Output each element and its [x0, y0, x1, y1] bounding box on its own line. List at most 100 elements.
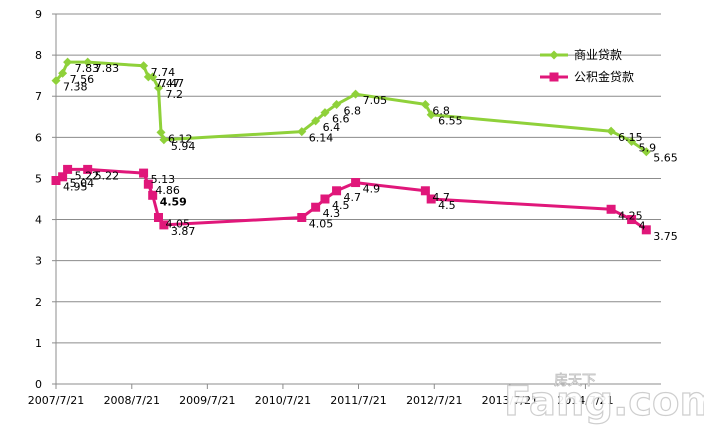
data-point-diamond: [351, 89, 361, 99]
data-point-square: [83, 164, 93, 174]
data-point-square: [426, 194, 436, 204]
data-point-square: [351, 178, 361, 188]
data-label: 4.7: [432, 191, 450, 204]
data-point-diamond: [311, 116, 321, 126]
data-point-diamond: [297, 127, 307, 137]
y-tick-label: 4: [35, 214, 42, 227]
data-label: 3.87: [171, 225, 196, 238]
x-tick-label: 2008/7/21: [104, 394, 160, 407]
data-label: 6.8: [432, 104, 450, 117]
data-point-diamond: [426, 110, 436, 120]
data-label: 4.5: [332, 199, 350, 212]
data-label: 3.75: [653, 230, 678, 243]
x-axis: 2007/7/21 2008/7/21 2009/7/21 2010/7/21 2011…: [28, 383, 661, 407]
data-label: 4.9: [363, 183, 381, 196]
data-point-square: [58, 172, 68, 182]
data-point-diamond: [159, 135, 169, 145]
y-tick-label: 1: [35, 337, 42, 350]
data-point-square: [153, 213, 163, 222]
x-tick-label: 2007/7/21: [28, 394, 84, 407]
data-point-square: [51, 176, 61, 185]
data-point-diamond: [83, 57, 93, 67]
data-label: 5.22: [75, 169, 100, 182]
data-point-diamond: [320, 108, 330, 118]
watermark-brand: Fang.com: [504, 379, 704, 425]
data-point-square: [143, 179, 153, 189]
data-point-diamond: [606, 126, 616, 136]
data-point-diamond: [332, 99, 342, 109]
data-point-square: [641, 225, 651, 235]
data-label: 7.2: [165, 88, 183, 101]
data-label: 6.4: [323, 121, 341, 134]
data-label: 4.7: [344, 191, 362, 204]
x-tick-label: 2009/7/21: [179, 394, 235, 407]
data-label: 6.12: [168, 132, 193, 145]
y-tick-label: 6: [35, 131, 42, 144]
data-point-diamond: [627, 136, 637, 146]
y-tick-label: 9: [35, 8, 42, 21]
data-label: 4.05: [165, 218, 190, 231]
data-point-square: [297, 213, 307, 222]
data-label: 4.59: [160, 195, 187, 208]
data-label: 6.14: [309, 132, 334, 145]
x-tick-label: 2011/7/21: [330, 394, 386, 407]
data-point-diamond: [51, 76, 61, 86]
data-point-diamond: [156, 127, 166, 137]
y-axis: 0 1 2 3 4 5 6 7 8 9: [35, 8, 57, 391]
data-label: 4.3: [323, 207, 341, 220]
data-point-diamond: [58, 68, 68, 78]
data-labels: 7.387.567.837.83 7.747.477.477.26.125.946…: [63, 62, 678, 243]
data-point-square: [320, 194, 330, 204]
data-label: 4.95: [63, 181, 88, 194]
data-point-square: [311, 202, 321, 212]
data-point-square: [139, 168, 149, 178]
data-point-diamond: [63, 57, 73, 67]
data-label: 4.5: [438, 199, 456, 212]
data-point-square: [606, 204, 616, 214]
x-tick-label: 2013/7/21: [482, 394, 538, 407]
data-point-square: [159, 220, 169, 230]
data-point-diamond: [153, 83, 163, 93]
data-label: 5.04: [70, 177, 95, 190]
legend-label: 商业贷款: [574, 47, 622, 62]
data-label: 5.13: [151, 173, 176, 186]
data-label: 7.83: [95, 62, 120, 75]
y-tick-label: 7: [35, 90, 42, 103]
data-label: 4.05: [309, 218, 334, 231]
data-point-diamond: [641, 147, 651, 157]
data-label: 5.22: [95, 169, 120, 182]
data-label: 7.56: [70, 73, 95, 86]
data-label: 7.83: [75, 62, 100, 75]
data-label: 6.55: [438, 115, 463, 128]
series-layer: [51, 57, 651, 235]
legend-marker-square: [549, 72, 559, 82]
data-label: 4: [639, 220, 646, 233]
data-label: 6.8: [344, 104, 362, 117]
data-label: 7.05: [363, 94, 388, 107]
data-point-square: [148, 190, 158, 200]
data-label: 7.74: [151, 66, 176, 79]
x-tick-label: 2012/7/21: [406, 394, 462, 407]
data-label: 6.15: [618, 131, 643, 144]
data-point-square: [332, 186, 342, 196]
data-label: 6.6: [332, 113, 350, 126]
data-label: 7.38: [63, 81, 88, 94]
data-point-diamond: [139, 61, 149, 71]
y-tick-label: 5: [35, 172, 42, 185]
data-label: 7.47: [155, 77, 180, 90]
legend-marker-diamond: [549, 50, 559, 60]
data-label: 5.94: [171, 140, 196, 153]
watermark-cn: 房天下: [554, 373, 596, 389]
data-label: 5.9: [639, 141, 657, 154]
x-tick-label: 2014/7/21: [557, 394, 613, 407]
data-label: 4.86: [155, 184, 180, 197]
y-tick-label: 0: [35, 378, 42, 391]
data-label: 5.65: [653, 152, 678, 165]
x-tick-label: 2010/7/21: [255, 394, 311, 407]
y-tick-label: 3: [35, 255, 42, 268]
legend-label: 公积金贷款: [574, 69, 634, 84]
watermark: 房天下 Fang.com: [503, 373, 704, 426]
